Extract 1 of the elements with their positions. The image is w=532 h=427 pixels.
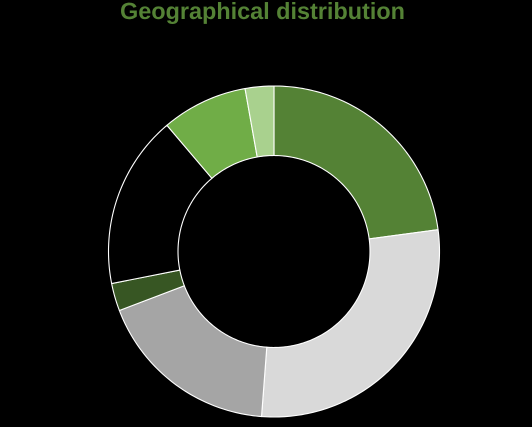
chart-title: Geographical distribution xyxy=(121,2,404,24)
